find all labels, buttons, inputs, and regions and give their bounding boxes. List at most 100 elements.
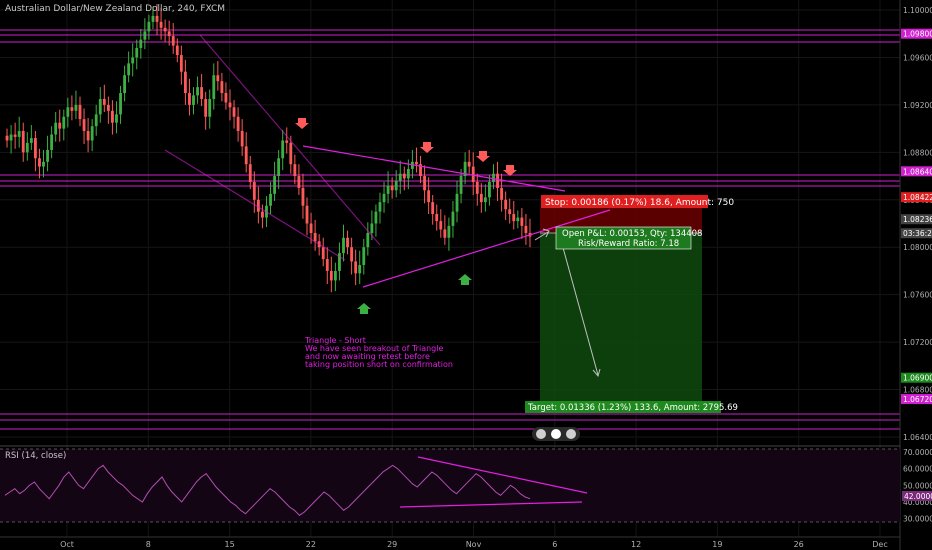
candle-body (321, 247, 325, 260)
candle-body (427, 190, 431, 203)
candle-body (167, 31, 171, 37)
time-label: 26 (794, 540, 804, 549)
candle-body (281, 140, 285, 159)
candle-body (58, 122, 62, 129)
price-tick: 1.09200 (903, 101, 932, 110)
candle-body (54, 122, 58, 135)
candle-body (467, 161, 471, 167)
time-label: 6 (552, 540, 557, 549)
candle-body (78, 104, 82, 120)
control-icon (551, 429, 561, 439)
candle-body (171, 36, 175, 46)
candle-body (358, 265, 362, 274)
candle-body (350, 247, 354, 262)
candle-body (123, 75, 127, 94)
candle-body (447, 225, 451, 238)
control-icon (536, 429, 546, 439)
price-tick: 1.09600 (903, 53, 932, 62)
candle-body (29, 138, 33, 143)
target-label[interactable]: Target: 0.01336 (1.23%) 133.6, Amount: 2… (525, 401, 738, 413)
svg-text:Target: 0.01336 (1.23%) 133.6,: Target: 0.01336 (1.23%) 133.6, Amount: 2… (527, 403, 738, 413)
candle-body (5, 135, 9, 141)
resistance-levels (0, 29, 900, 430)
candle-body (479, 193, 483, 203)
price-marker-label: 1.08236 (903, 215, 932, 224)
candle-body (431, 202, 435, 215)
rsi-tick: 40.0000 (903, 498, 932, 507)
candle-body (346, 237, 349, 248)
down-arrow-icon (295, 118, 309, 129)
candle-body (200, 87, 204, 99)
candle-body (111, 110, 114, 123)
candle-body (520, 217, 524, 226)
candle-body (163, 27, 167, 32)
candle-body (208, 98, 212, 117)
stop-label[interactable]: Stop: 0.00186 (0.17%) 18.6, Amount: 750 (541, 195, 734, 208)
time-label: 8 (146, 540, 151, 549)
candle-body (261, 211, 264, 218)
rsi-axis: 70.0000 60.0000 50.0000 40.0000 30.0000 (903, 448, 932, 524)
svg-text:and now awaiting retest before: and now awaiting retest before (305, 352, 430, 361)
signal-markers (295, 118, 517, 314)
up-arrow-icon (458, 274, 472, 285)
candle-body (492, 173, 495, 182)
down-arrow-icon (503, 165, 517, 176)
price-markers: 1.09800 1.08640 1.08422 1.08236 03:36:28 1.06… (901, 28, 932, 405)
candle-body (175, 45, 179, 56)
candle-body (196, 87, 199, 96)
rsi-current-marker: 42.0000 (902, 491, 932, 501)
target-zone (540, 233, 702, 401)
down-arrow-icon (420, 142, 434, 153)
svg-text:42.0000: 42.0000 (904, 492, 932, 501)
replay-controls[interactable] (532, 427, 580, 441)
candle-body (212, 75, 216, 99)
rsi-line (4, 464, 531, 516)
candle-body (25, 142, 29, 153)
candle-body (98, 98, 102, 115)
candle-body (232, 107, 236, 117)
candle-body (475, 181, 479, 194)
price-marker-label: 1.06720 (903, 395, 932, 404)
price-marker-label: 1.09800 (903, 30, 932, 39)
triangle-pattern (164, 34, 611, 288)
candle-body (398, 173, 402, 181)
time-label: 19 (712, 540, 722, 549)
projection-arrows (534, 228, 601, 378)
time-label: Nov (466, 540, 482, 549)
candle-body (370, 223, 374, 233)
price-tick: 1.07200 (903, 338, 932, 347)
time-axis[interactable]: Oct 8 15 22 29 Nov 6 12 19 26 Dec (60, 540, 888, 549)
time-label: 29 (387, 540, 397, 549)
candle-body (151, 15, 155, 22)
candle-body (115, 114, 118, 123)
down-arrow-icon (476, 151, 490, 162)
candle-body (463, 161, 467, 177)
candle-body (220, 81, 224, 94)
candle-body (406, 168, 410, 179)
open-pnl-label[interactable]: Open P&L: 0.00153, Qty: 134408 Risk/Rewa… (555, 226, 702, 250)
candle-body (50, 134, 54, 150)
price-marker-label: 1.08422 (903, 193, 932, 202)
candle-body (183, 71, 187, 94)
price-marker-label: 03:36:28 (903, 229, 932, 238)
candle-body (33, 138, 37, 159)
candle-body (382, 193, 386, 203)
candle-body (333, 270, 337, 281)
candle-body (524, 225, 528, 233)
candle-body (496, 173, 499, 188)
candle-body (439, 221, 443, 230)
candle-body (106, 104, 110, 111)
time-label: Dec (872, 540, 887, 549)
candle-body (216, 75, 220, 82)
candle-body (256, 199, 260, 212)
candle-body (508, 209, 512, 215)
candle-body (102, 98, 106, 105)
candle-body (70, 107, 74, 111)
candle-body (74, 104, 78, 111)
candle-body (135, 47, 139, 58)
price-tick: 1.07600 (903, 291, 932, 300)
candle-body (342, 237, 345, 254)
candle-body (119, 93, 122, 115)
candle-body (419, 164, 422, 177)
